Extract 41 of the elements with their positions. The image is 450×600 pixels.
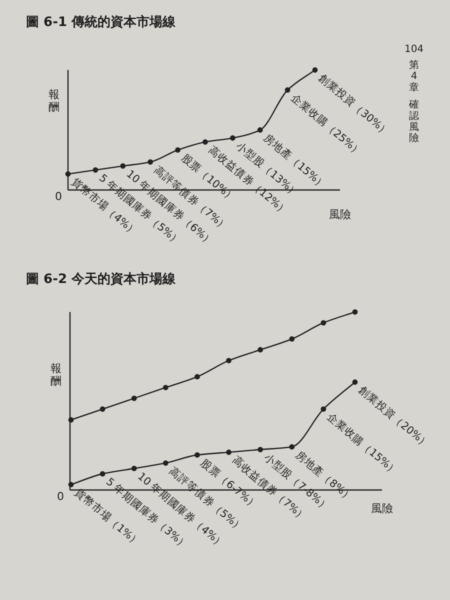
point <box>131 396 137 402</box>
point <box>120 163 126 169</box>
text: 確認風險 <box>408 100 419 144</box>
text: 0 <box>55 190 62 203</box>
text: 104 <box>404 44 424 55</box>
text: 0 <box>57 490 64 503</box>
point <box>100 471 106 477</box>
point <box>284 87 290 93</box>
point <box>258 446 264 452</box>
point <box>258 347 264 352</box>
point <box>92 167 98 173</box>
point <box>68 482 74 488</box>
point <box>257 127 263 133</box>
point <box>175 147 180 153</box>
y-axis-title: 報酬 <box>50 362 62 388</box>
point <box>226 358 232 364</box>
chart-title: 圖 6-2 今天的資本市場線 <box>26 271 177 287</box>
point <box>162 384 168 390</box>
point <box>65 171 71 177</box>
point <box>230 135 236 141</box>
point <box>352 309 358 315</box>
point <box>289 444 295 450</box>
point <box>312 67 318 73</box>
point <box>131 466 137 472</box>
point <box>289 336 295 342</box>
text: 第4章 <box>409 59 419 94</box>
point <box>320 320 326 326</box>
point <box>194 374 200 380</box>
point <box>352 379 358 385</box>
point <box>320 406 326 412</box>
point <box>202 139 208 145</box>
x-axis-title: 風險 <box>371 502 393 515</box>
chart-title: 圖 6-1 傳統的資本市場線 <box>26 14 177 30</box>
point <box>162 460 168 466</box>
point <box>226 450 232 455</box>
x-axis-title: 風險 <box>329 208 351 221</box>
point <box>100 406 106 412</box>
point <box>148 159 154 165</box>
point <box>194 452 200 458</box>
point <box>68 417 74 423</box>
y-axis-title: 報酬 <box>48 88 60 114</box>
